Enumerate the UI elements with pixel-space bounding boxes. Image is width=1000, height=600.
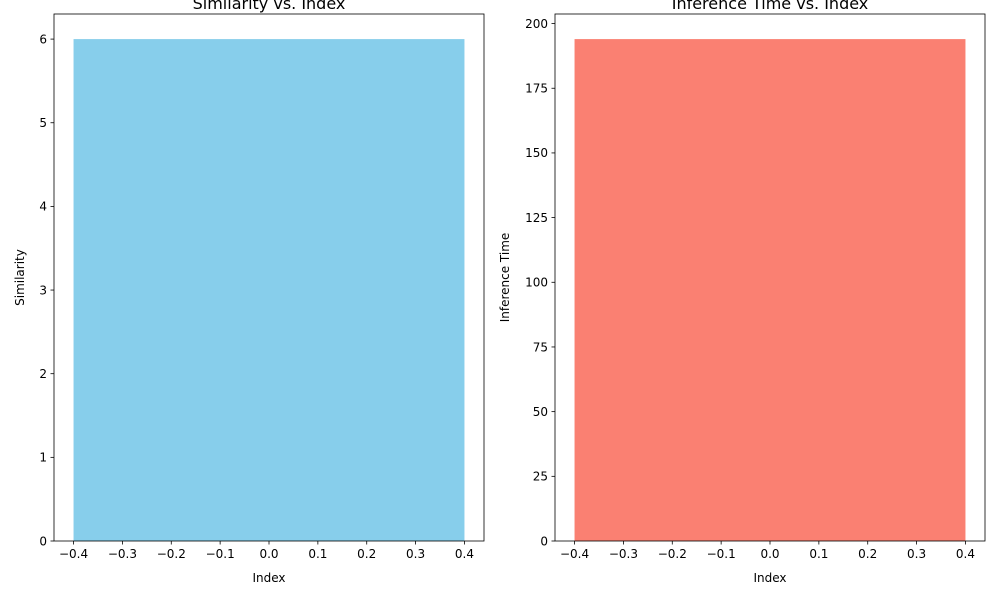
x-tick-label: 0.2 xyxy=(357,547,376,561)
y-tick-label: 125 xyxy=(525,211,548,225)
y-tick-label: 150 xyxy=(525,146,548,160)
y-tick-label: 6 xyxy=(39,32,47,46)
x-tick-label: 0.4 xyxy=(455,547,474,561)
x-tick-label: 0.3 xyxy=(406,547,425,561)
x-tick-label: 0.1 xyxy=(809,547,828,561)
y-tick-label: 5 xyxy=(39,116,47,130)
x-tick-label: −0.3 xyxy=(108,547,137,561)
x-tick-label: 0.0 xyxy=(760,547,779,561)
x-tick-label: −0.1 xyxy=(707,547,736,561)
chart-panel-2: −0.4 −0.3 −0.2 −0.1 0.0 0.1 0.2 0.3 0.4 0 25 50 75 10… xyxy=(498,0,986,585)
x-axis-label: Index xyxy=(252,571,285,585)
chart-panel-1: −0.4 −0.3 −0.2 −0.1 0.0 0.1 0.2 0.3 0.4 0 1 2 3 4 5 6 Si… xyxy=(13,0,485,585)
y-tick-label: 1 xyxy=(39,451,47,465)
y-tick-label: 25 xyxy=(533,470,548,484)
y-tick-label: 0 xyxy=(540,534,548,548)
y-axis-label: Similarity xyxy=(13,249,27,306)
y-tick-label: 4 xyxy=(39,200,47,214)
x-tick-label: 0.0 xyxy=(259,547,278,561)
y-tick-label: 175 xyxy=(525,82,548,96)
x-tick-label: 0.1 xyxy=(308,547,327,561)
y-tick-label: 50 xyxy=(533,405,548,419)
y-tick-label: 100 xyxy=(525,276,548,290)
x-tick-label: −0.2 xyxy=(157,547,186,561)
y-tick-label: 3 xyxy=(39,283,47,297)
y-tick-label: 200 xyxy=(525,17,548,31)
x-axis-label: Index xyxy=(753,571,786,585)
x-tick-label: 0.2 xyxy=(858,547,877,561)
y-tick-label: 75 xyxy=(533,340,548,354)
x-tick-label: 0.3 xyxy=(907,547,926,561)
y-tick-label: 0 xyxy=(39,534,47,548)
chart-title: Similarity vs. Index xyxy=(193,0,346,13)
chart-title: Inference Time vs. Index xyxy=(672,0,869,13)
x-tick-label: −0.4 xyxy=(59,547,88,561)
x-tick-label: −0.3 xyxy=(609,547,638,561)
y-axis-label: Inference Time xyxy=(498,233,512,323)
bar-2-1 xyxy=(574,39,966,541)
y-tick-label: 2 xyxy=(39,367,47,381)
x-tick-label: −0.1 xyxy=(206,547,235,561)
x-tick-label: −0.2 xyxy=(658,547,687,561)
x-tick-label: −0.4 xyxy=(560,547,589,561)
x-tick-label: 0.4 xyxy=(956,547,975,561)
bar-1-1 xyxy=(73,39,465,541)
